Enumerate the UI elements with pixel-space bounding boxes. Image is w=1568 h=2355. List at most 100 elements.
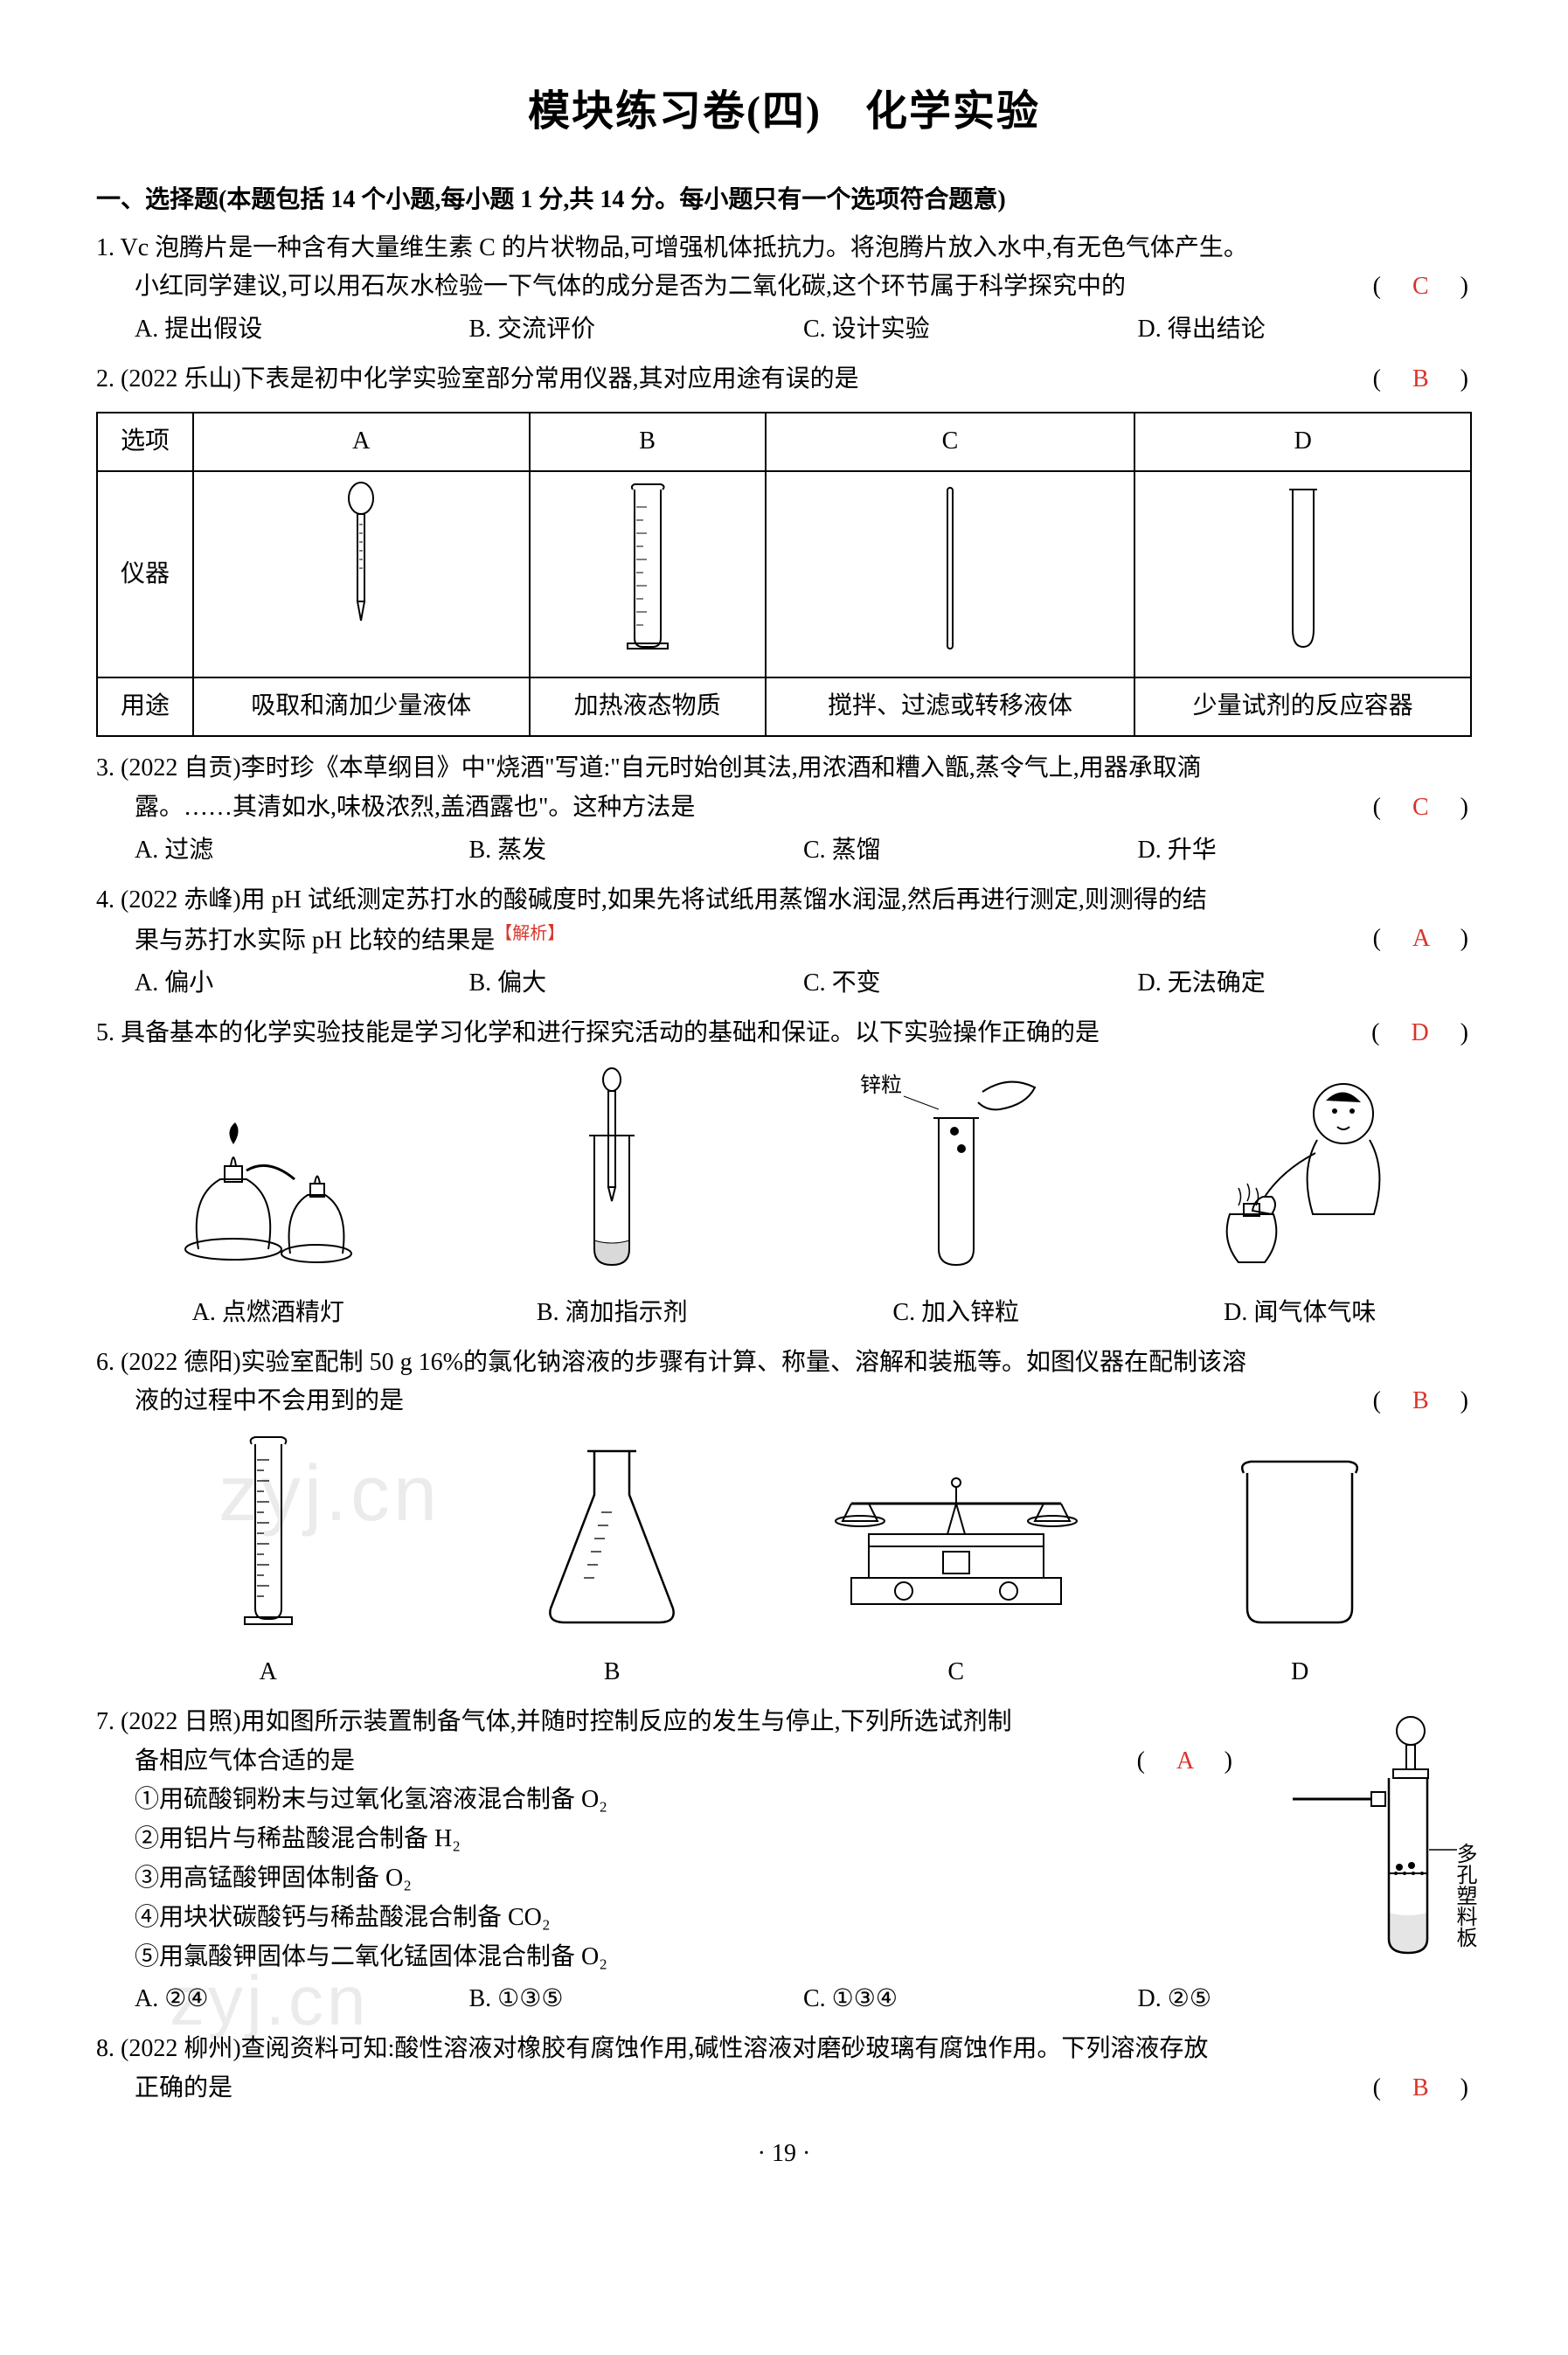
question-4: 4. (2022 赤峰)用 pH 试纸测定苏打水的酸碱度时,如果先将试纸用蒸馏水…: [96, 881, 1472, 1004]
q3-text2: 露。……其清如水,味极浓烈,盖酒露也"。这种方法是: [135, 794, 695, 821]
q8-line1: 8. (2022 柳州)查阅资料可知:酸性溶液对橡胶有腐蚀作用,碱性溶液对磨砂玻…: [96, 2030, 1472, 2069]
q2-instrument-a: [193, 471, 530, 678]
q1-options: A. 提出假设 B. 交流评价 C. 设计实验 D. 得出结论: [135, 310, 1472, 350]
q4-opt-b: B. 偏大: [469, 964, 804, 1004]
table-row: 仪器: [97, 471, 1471, 678]
q2-r2-header: 仪器: [97, 471, 193, 678]
test-tube-icon: [1277, 481, 1329, 656]
q4-note: 【解析】: [495, 924, 565, 943]
q2-use-b: 加热液态物质: [530, 677, 766, 736]
q7-opt-c: C. ①③④: [803, 1980, 1138, 2019]
q4-text2: 果与苏打水实际 pH 比较的结果是: [135, 927, 495, 955]
q4-line1: 4. (2022 赤峰)用 pH 试纸测定苏打水的酸碱度时,如果先将试纸用蒸馏水…: [96, 881, 1472, 920]
q3-opt-c: C. 蒸馏: [803, 831, 1138, 871]
q2-text: 2. (2022 乐山)下表是初中化学实验室部分常用仪器,其对应用途有误的是: [96, 365, 859, 392]
q7-opt-b: B. ①③⑤: [469, 1980, 804, 2019]
q1-answer: C: [1412, 273, 1433, 300]
q7-line2: 备相应气体合适的是 ( A ): [135, 1742, 1236, 1782]
q2-use-c: 搅拌、过滤或转移液体: [766, 677, 1135, 736]
q7-answer: A: [1176, 1747, 1197, 1775]
q7-text2: 备相应气体合适的是: [135, 1747, 355, 1775]
q6-line1: 6. (2022 德阳)实验室配制 50 g 16%的氯化钠溶液的步骤有计算、称…: [96, 1344, 1472, 1383]
q2-answer-paren: ( B ): [1373, 360, 1472, 399]
q3-options: A. 过滤 B. 蒸发 C. 蒸馏 D. 升华: [135, 831, 1472, 871]
q3-line2: 露。……其清如水,味极浓烈,盖酒露也"。这种方法是 ( C ): [135, 788, 1472, 828]
q7-line1: 7. (2022 日照)用如图所示装置制备气体,并随时控制反应的发生与停止,下列…: [96, 1703, 1236, 1742]
q2-col-c: C: [766, 413, 1135, 471]
q7-sub-2: ②用铝片与稀盐酸混合制备 H₂: [135, 1820, 1236, 1859]
q1-opt-c: C. 设计实验: [803, 310, 1138, 350]
q1-line1: 1. Vc 泡腾片是一种含有大量维生素 C 的片状物品,可增强机体抵抗力。将泡腾…: [96, 229, 1472, 268]
q2-col-d: D: [1134, 413, 1471, 471]
q5-images: 锌粒: [96, 1066, 1472, 1289]
gas-apparatus-icon: [1258, 1712, 1467, 1965]
q2-col-a: A: [193, 413, 530, 471]
zinc-label: 锌粒: [860, 1073, 902, 1097]
q2-line1: 2. (2022 乐山)下表是初中化学实验室部分常用仪器,其对应用途有误的是 (…: [96, 360, 1472, 399]
q7-sub-4: ④用块状碳酸钙与稀盐酸混合制备 CO₂: [135, 1899, 1236, 1938]
q2-table: 选项 A B C D 仪器: [96, 412, 1472, 737]
q4-opt-c: C. 不变: [803, 964, 1138, 1004]
q6-img-b: [441, 1434, 785, 1648]
q7-sub-5: ⑤用氯酸钾固体与二氧化锰固体混合制备 O₂: [135, 1938, 1236, 1977]
q6-img-a: [96, 1434, 441, 1648]
table-row: 选项 A B C D: [97, 413, 1471, 471]
q4-answer: A: [1412, 925, 1433, 952]
q8-line2: 正确的是 ( B ): [135, 2069, 1472, 2108]
page-title: 模块练习卷(四) 化学实验: [96, 79, 1472, 146]
q5-line1: 5. 具备基本的化学实验技能是学习化学和进行探究活动的基础和保证。以下实验操作正…: [96, 1014, 1472, 1053]
q3-line1: 3. (2022 自贡)李时珍《本草纲目》中"烧酒"写道:"自元时始创其法,用浓…: [96, 749, 1472, 788]
light-alcohol-lamp-icon: [172, 1083, 364, 1275]
q2-col-b: B: [530, 413, 766, 471]
q6-labels: A B C D: [96, 1653, 1472, 1692]
q2-use-a: 吸取和滴加少量液体: [193, 677, 530, 736]
q5-label-b: B. 滴加指示剂: [441, 1294, 785, 1333]
question-6: 6. (2022 德阳)实验室配制 50 g 16%的氯化钠溶液的步骤有计算、称…: [96, 1344, 1472, 1692]
q8-answer-paren: ( B ): [1373, 2069, 1472, 2108]
q5-labels: A. 点燃酒精灯 B. 滴加指示剂 C. 加入锌粒 D. 闻气体气味: [96, 1294, 1472, 1333]
q5-text: 5. 具备基本的化学实验技能是学习化学和进行探究活动的基础和保证。以下实验操作正…: [96, 1019, 1100, 1046]
q6-label-d: D: [1128, 1653, 1473, 1692]
q5-label-d: D. 闻气体气味: [1128, 1294, 1473, 1333]
q1-opt-b: B. 交流评价: [469, 310, 804, 350]
question-1: 1. Vc 泡腾片是一种含有大量维生素 C 的片状物品,可增强机体抵抗力。将泡腾…: [96, 229, 1472, 350]
q6-text2: 液的过程中不会用到的是: [135, 1387, 404, 1414]
q2-instrument-d: [1134, 471, 1471, 678]
q5-answer-paren: ( D ): [1371, 1014, 1472, 1053]
q3-answer: C: [1412, 794, 1433, 821]
q4-line2: 果与苏打水实际 pH 比较的结果是【解析】 ( A ): [135, 920, 1472, 961]
q1-line2: 小红同学建议,可以用石灰水检验一下气体的成分是否为二氧化碳,这个环节属于科学探究…: [135, 267, 1472, 307]
section-1-header: 一、选择题(本题包括 14 个小题,每小题 1 分,共 14 分。每小题只有一个…: [96, 181, 1472, 220]
glass-rod-icon: [937, 481, 963, 656]
q3-opt-d: D. 升华: [1138, 831, 1473, 871]
q2-use-d: 少量试剂的反应容器: [1134, 677, 1471, 736]
balance-scale-icon: [816, 1451, 1096, 1635]
q5-answer: D: [1411, 1019, 1432, 1046]
question-7: 多孔塑料板 7. (2022 日照)用如图所示装置制备气体,并随时控制反应的发生…: [96, 1703, 1472, 2019]
q4-opt-d: D. 无法确定: [1138, 964, 1473, 1004]
q1-opt-a: A. 提出假设: [135, 310, 469, 350]
q6-images: [96, 1434, 1472, 1648]
q1-answer-paren: ( C ): [1373, 267, 1472, 307]
q7-fig-label: 多孔塑料板: [1447, 1843, 1481, 1948]
q7-figure: 多孔塑料板: [1253, 1712, 1472, 1978]
q4-answer-paren: ( A ): [1373, 920, 1472, 959]
q5-label-c: C. 加入锌粒: [784, 1294, 1128, 1333]
q5-img-c: 锌粒: [784, 1066, 1128, 1289]
conical-flask-icon: [524, 1434, 699, 1635]
smell-gas-icon: [1195, 1066, 1405, 1275]
q5-label-a: A. 点燃酒精灯: [96, 1294, 441, 1333]
q3-answer-paren: ( C ): [1373, 788, 1472, 828]
q2-instrument-b: [530, 471, 766, 678]
graduated-cylinder-icon: [229, 1434, 308, 1635]
question-3: 3. (2022 自贡)李时珍《本草纲目》中"烧酒"写道:"自元时始创其法,用浓…: [96, 749, 1472, 870]
q7-options: zyj.cn A. ②④ B. ①③⑤ C. ①③④ D. ②⑤: [135, 1980, 1472, 2019]
q8-text2: 正确的是: [135, 2074, 232, 2101]
question-5: 5. 具备基本的化学实验技能是学习化学和进行探究活动的基础和保证。以下实验操作正…: [96, 1014, 1472, 1332]
add-indicator-icon: [551, 1066, 673, 1275]
q2-instrument-c: [766, 471, 1135, 678]
q2-answer: B: [1412, 365, 1433, 392]
q5-img-d: [1128, 1066, 1473, 1289]
q7-opt-d: D. ②⑤: [1138, 1980, 1473, 2019]
q4-options: A. 偏小 B. 偏大 C. 不变 D. 无法确定: [135, 964, 1472, 1004]
